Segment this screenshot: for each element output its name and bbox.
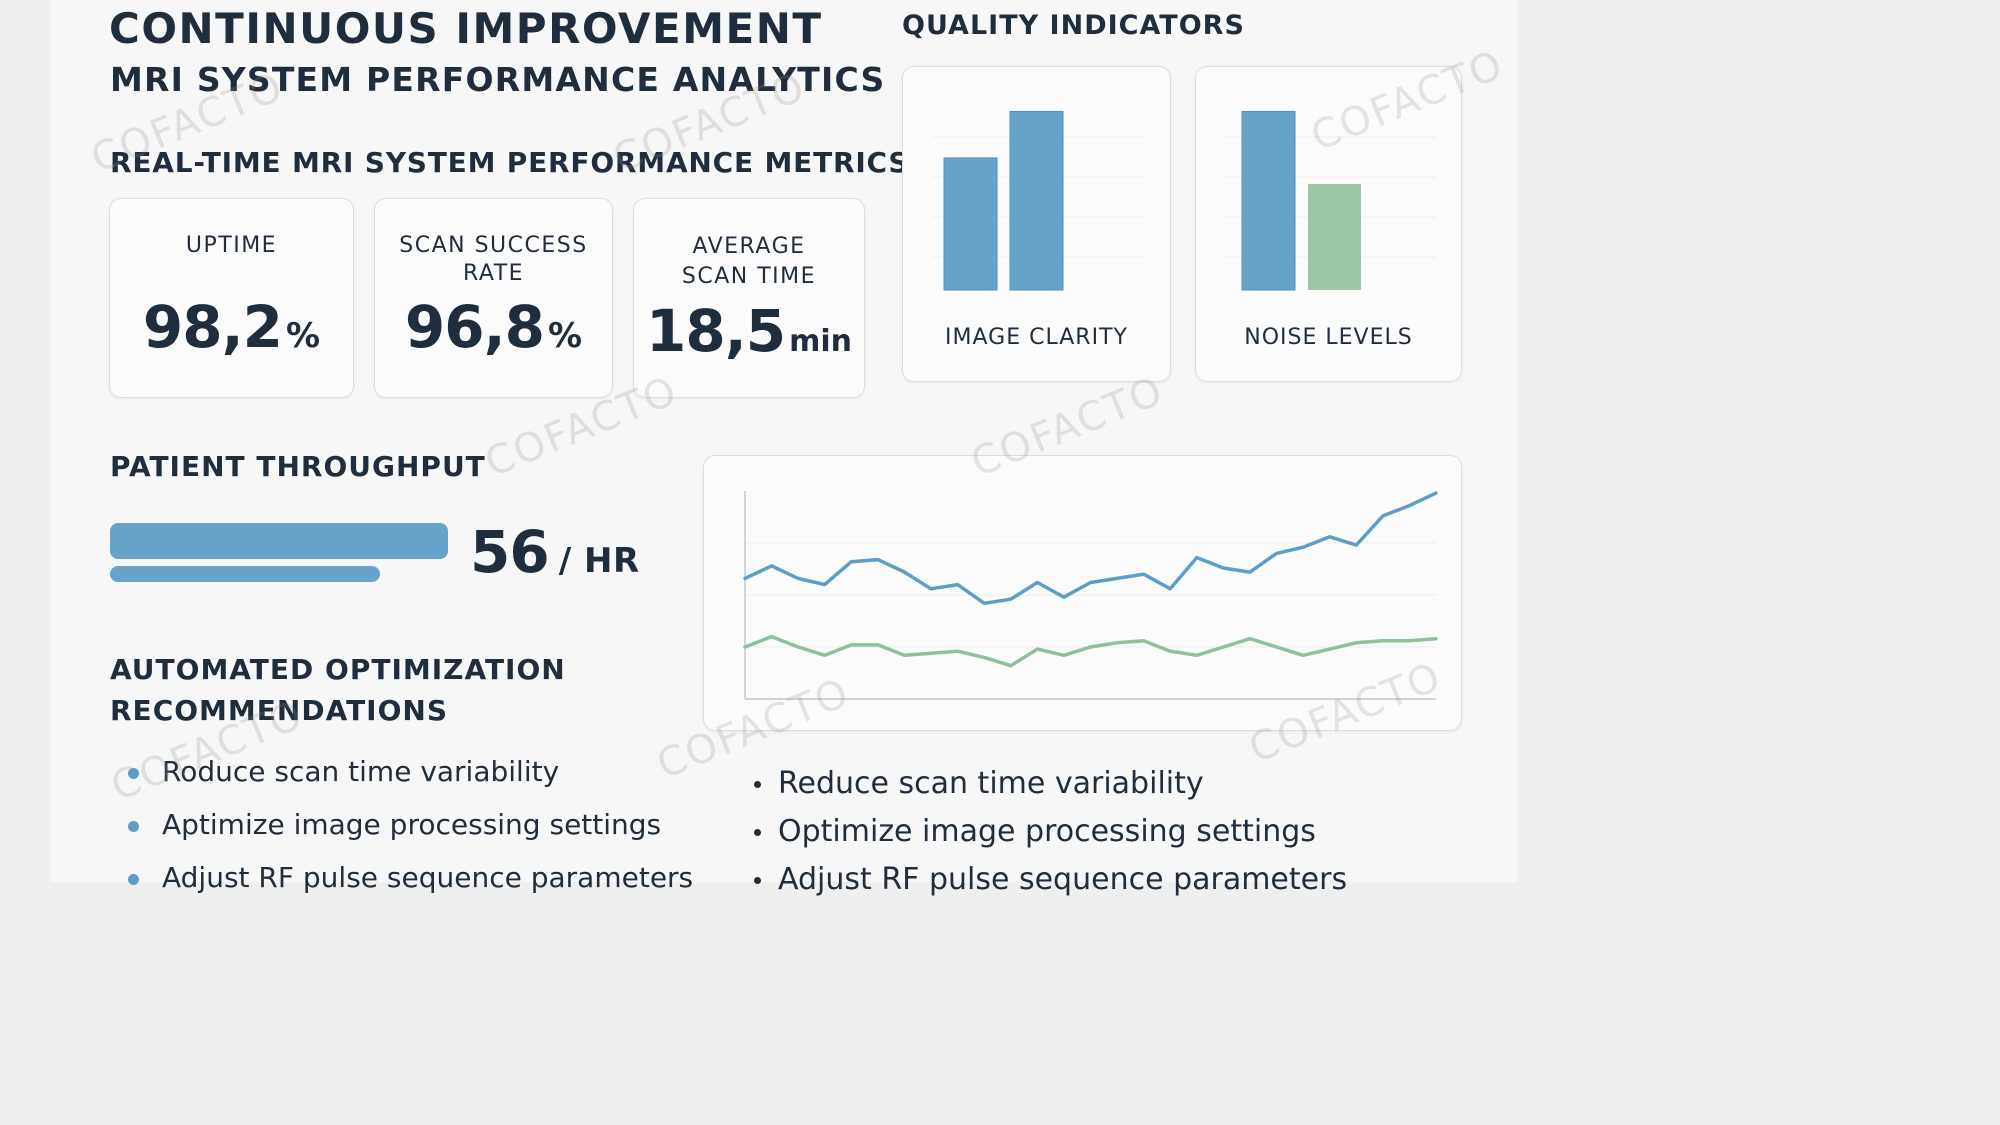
bullet-dot-icon xyxy=(754,829,761,836)
throughput-number: 56 xyxy=(470,518,550,586)
bullet-dot-icon xyxy=(128,874,139,885)
kpi-unit: % xyxy=(286,316,321,356)
quality-bar xyxy=(1241,110,1296,291)
throughput-bar-primary xyxy=(110,523,448,559)
quality-bar xyxy=(1308,183,1361,290)
kpi-number: 98,2 xyxy=(142,293,283,361)
trend-line-chart xyxy=(743,491,1438,700)
quality-bar xyxy=(943,157,998,291)
kpi-value: 98,2% xyxy=(110,293,353,361)
list-item-text: Reduce scan time variability xyxy=(778,766,1204,801)
kpi-unit: % xyxy=(548,316,583,356)
list-item-text: Adjust RF pulse sequence parameters xyxy=(162,861,694,894)
list-item-text: Optimize image processing settings xyxy=(778,814,1316,849)
noise-levels-mini-chart xyxy=(1226,110,1436,291)
quality-card-noise-levels: NOISE LEVELS xyxy=(1195,66,1462,382)
chart-series-line-2 xyxy=(743,634,1438,668)
list-item: Optimize image processing settings xyxy=(748,814,1347,862)
quality-bar xyxy=(1009,110,1064,291)
image-clarity-mini-chart xyxy=(933,110,1143,291)
bullet-dot-icon xyxy=(754,781,761,788)
bullet-dot-icon xyxy=(128,768,139,779)
recommendations-list-right: Reduce scan time variability Optimize im… xyxy=(748,766,1347,910)
quality-label: NOISE LEVELS xyxy=(1244,325,1413,350)
kpi-label: UPTIME xyxy=(185,233,278,258)
throughput-heading: PATIENT THROUGHPUT xyxy=(110,450,486,483)
list-item: Roduce scan time variability xyxy=(110,755,693,808)
recommendations-heading-line-1: AUTOMATED OPTIMIZATION xyxy=(110,653,566,686)
list-item-text: Roduce scan time variability xyxy=(162,755,560,788)
metrics-section-heading: REAL-TIME MRI SYSTEM PERFORMANCE METRICS xyxy=(110,146,910,179)
throughput-value: 56 / HR xyxy=(470,518,640,586)
kpi-label: AVERAGE SCAN TIME xyxy=(681,234,817,289)
bullet-dot-icon xyxy=(754,877,761,884)
chart-series-line-1 xyxy=(743,491,1438,606)
list-item-text: Aptimize image processing settings xyxy=(162,808,662,841)
kpi-card-average-scan-time: AVERAGE SCAN TIME 18,5 min xyxy=(633,198,865,398)
quality-card-image-clarity: IMAGE CLARITY xyxy=(902,66,1171,382)
quality-label: IMAGE CLARITY xyxy=(945,325,1128,350)
mini-chart-bars xyxy=(943,110,1064,291)
kpi-card-scan-success-rate: SCAN SUCCESS RATE 96,8% xyxy=(374,198,613,398)
page-subtitle: MRI SYSTEM PERFORMANCE ANALYTICS xyxy=(110,60,886,99)
kpi-card-uptime: UPTIME 98,2% xyxy=(109,198,354,398)
kpi-value: 96,8% xyxy=(375,293,612,361)
list-item: Reduce scan time variability xyxy=(748,766,1347,814)
mini-chart-bars xyxy=(1241,110,1361,291)
quality-section-heading: QUALITY INDICATORS xyxy=(902,10,1245,41)
throughput-unit: / HR xyxy=(558,541,640,581)
page-title: CONTINUOUS IMPROVEMENT xyxy=(109,4,823,53)
throughput-bar-secondary xyxy=(110,566,381,582)
bullet-dot-icon xyxy=(128,821,139,832)
recommendations-heading-line-2: RECOMMENDATIONS xyxy=(110,694,448,727)
list-item: Adjust RF pulse sequence parameters xyxy=(748,862,1347,910)
trend-chart-card xyxy=(703,455,1462,731)
kpi-number: 96,8 xyxy=(404,293,545,361)
kpi-unit: min xyxy=(789,324,852,359)
recommendations-list-left: Roduce scan time variability Aptimize im… xyxy=(110,755,693,914)
list-item: Adjust RF pulse sequence parameters xyxy=(110,861,693,914)
kpi-label: SCAN SUCCESS RATE xyxy=(399,233,588,286)
list-item-text: Adjust RF pulse sequence parameters xyxy=(778,862,1348,897)
list-item: Aptimize image processing settings xyxy=(110,808,693,861)
kpi-number: 18,5 xyxy=(645,297,786,365)
kpi-value: 18,5 min xyxy=(634,297,864,365)
